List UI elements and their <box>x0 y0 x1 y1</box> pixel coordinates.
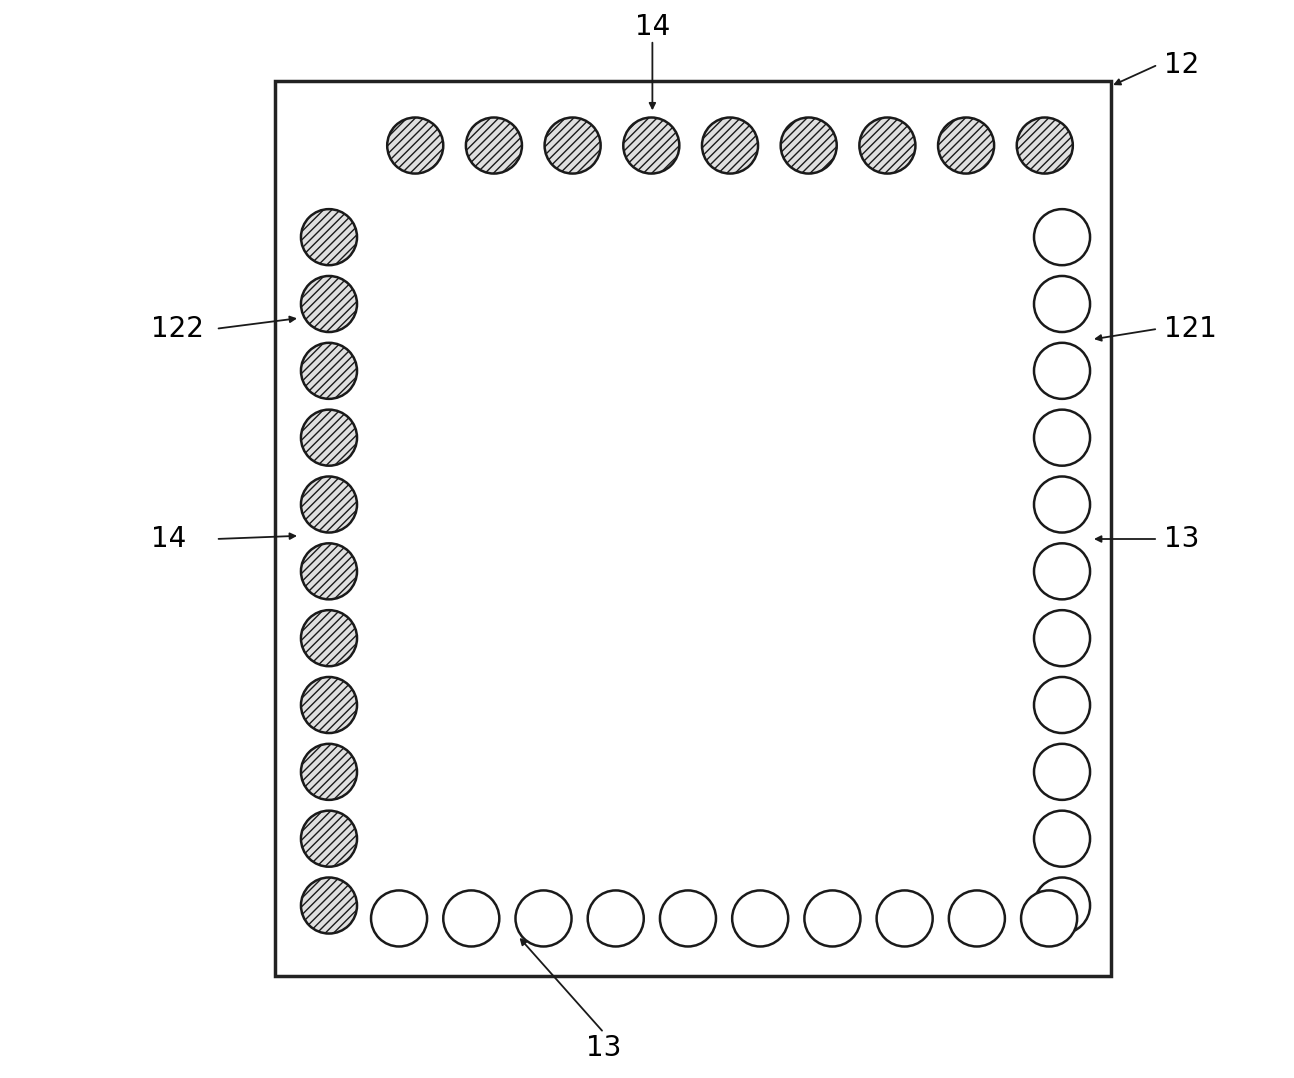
Circle shape <box>302 744 357 800</box>
Circle shape <box>624 118 679 174</box>
Text: 13: 13 <box>1165 525 1200 553</box>
Circle shape <box>1017 118 1073 174</box>
Circle shape <box>1034 610 1090 666</box>
Text: 14: 14 <box>151 525 186 553</box>
Circle shape <box>859 118 915 174</box>
Circle shape <box>545 118 600 174</box>
Circle shape <box>444 890 499 946</box>
Circle shape <box>1034 811 1090 867</box>
Circle shape <box>1034 543 1090 599</box>
Circle shape <box>302 543 357 599</box>
Circle shape <box>1034 276 1090 332</box>
Circle shape <box>1034 209 1090 265</box>
Circle shape <box>1034 744 1090 800</box>
Text: 121: 121 <box>1165 315 1218 343</box>
Text: 13: 13 <box>586 1034 621 1062</box>
Bar <box>276 81 1110 976</box>
Circle shape <box>938 118 994 174</box>
Circle shape <box>387 118 444 174</box>
Circle shape <box>1021 890 1077 946</box>
Circle shape <box>371 890 427 946</box>
Circle shape <box>302 677 357 733</box>
Circle shape <box>780 118 837 174</box>
Circle shape <box>302 410 357 466</box>
Circle shape <box>466 118 521 174</box>
Circle shape <box>302 476 357 533</box>
Circle shape <box>1034 677 1090 733</box>
Circle shape <box>515 890 572 946</box>
Circle shape <box>302 877 357 934</box>
Circle shape <box>701 118 758 174</box>
Circle shape <box>876 890 933 946</box>
Circle shape <box>302 209 357 265</box>
Circle shape <box>732 890 788 946</box>
Circle shape <box>660 890 716 946</box>
Circle shape <box>587 890 644 946</box>
Circle shape <box>805 890 861 946</box>
Circle shape <box>949 890 1005 946</box>
Text: 12: 12 <box>1165 51 1200 79</box>
Circle shape <box>302 343 357 399</box>
Circle shape <box>302 811 357 867</box>
Circle shape <box>302 276 357 332</box>
Text: 122: 122 <box>151 315 204 343</box>
Circle shape <box>1034 410 1090 466</box>
Text: 14: 14 <box>635 13 670 41</box>
Circle shape <box>1034 343 1090 399</box>
Circle shape <box>302 610 357 666</box>
Circle shape <box>1034 877 1090 934</box>
Circle shape <box>1034 476 1090 533</box>
